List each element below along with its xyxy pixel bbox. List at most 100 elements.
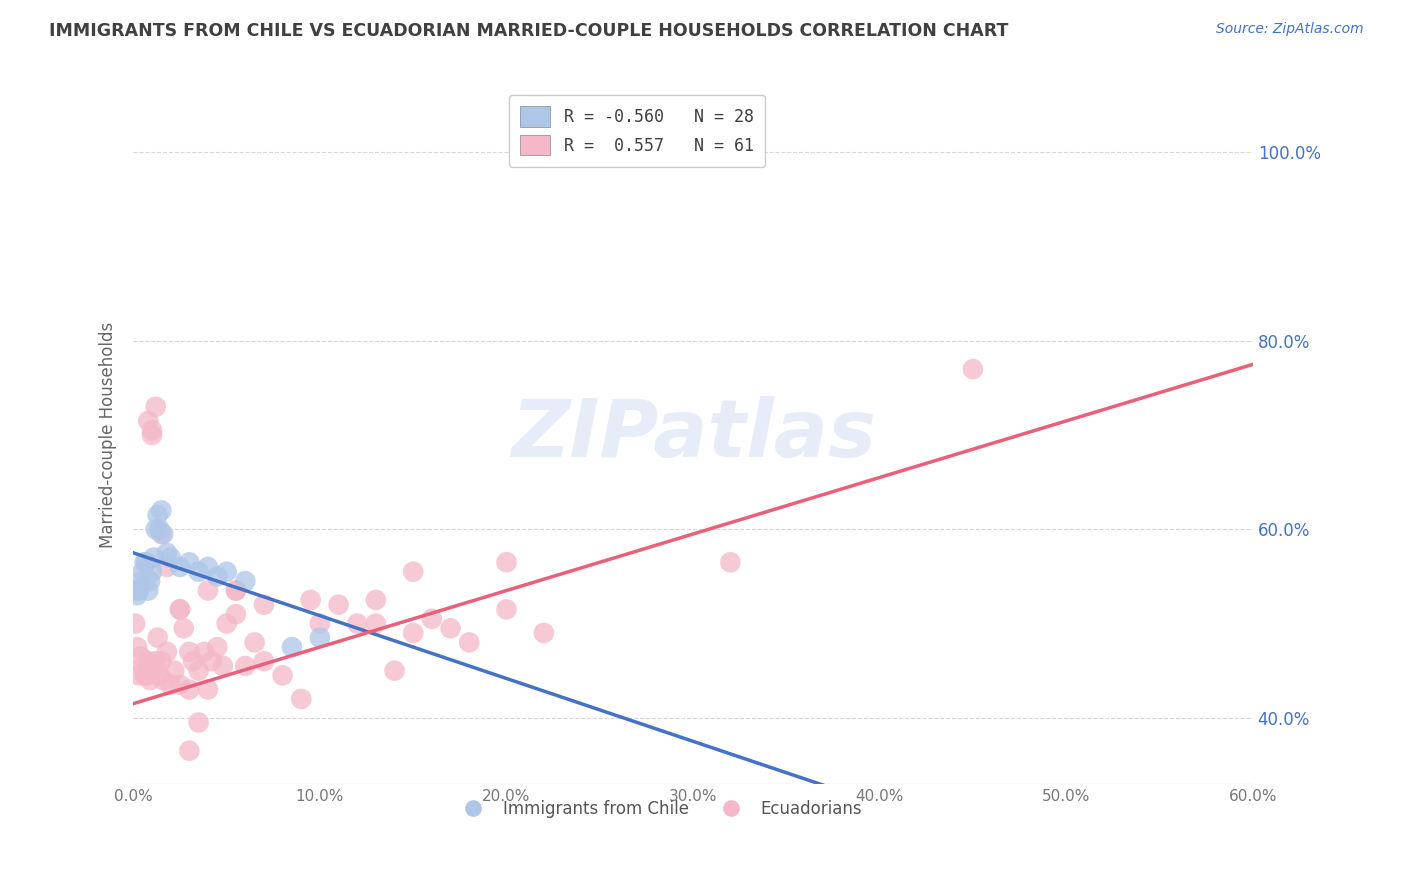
Point xyxy=(163,664,186,678)
Point xyxy=(179,645,201,659)
Point xyxy=(136,654,159,668)
Point xyxy=(420,612,443,626)
Point xyxy=(173,621,195,635)
Point xyxy=(364,593,387,607)
Point xyxy=(169,678,191,692)
Point xyxy=(179,744,201,758)
Point xyxy=(243,635,266,649)
Point xyxy=(139,574,162,588)
Point xyxy=(201,654,224,668)
Point xyxy=(207,569,229,583)
Point xyxy=(181,654,204,668)
Point xyxy=(146,508,169,523)
Point xyxy=(135,668,157,682)
Point xyxy=(718,555,741,569)
Point xyxy=(212,659,235,673)
Point xyxy=(233,574,256,588)
Point xyxy=(169,602,191,616)
Point xyxy=(141,565,163,579)
Point xyxy=(225,583,247,598)
Point xyxy=(309,616,332,631)
Point xyxy=(146,631,169,645)
Point xyxy=(187,565,209,579)
Point xyxy=(141,428,163,442)
Point xyxy=(148,668,170,682)
Point xyxy=(150,503,173,517)
Point xyxy=(136,414,159,428)
Point xyxy=(281,640,304,654)
Point xyxy=(156,560,179,574)
Point xyxy=(364,616,387,631)
Point xyxy=(215,616,238,631)
Point xyxy=(152,527,174,541)
Point xyxy=(169,602,191,616)
Point xyxy=(197,583,219,598)
Y-axis label: Married-couple Households: Married-couple Households xyxy=(100,322,117,549)
Point xyxy=(152,673,174,687)
Text: IMMIGRANTS FROM CHILE VS ECUADORIAN MARRIED-COUPLE HOUSEHOLDS CORRELATION CHART: IMMIGRANTS FROM CHILE VS ECUADORIAN MARR… xyxy=(49,22,1008,40)
Point xyxy=(495,555,517,569)
Point xyxy=(299,593,322,607)
Point xyxy=(141,664,163,678)
Point xyxy=(131,565,153,579)
Text: ZIPatlas: ZIPatlas xyxy=(510,396,876,474)
Point xyxy=(134,668,156,682)
Point xyxy=(187,664,209,678)
Point xyxy=(207,640,229,654)
Point xyxy=(156,645,179,659)
Point xyxy=(271,668,294,682)
Point xyxy=(150,527,173,541)
Point xyxy=(125,640,148,654)
Point xyxy=(124,583,146,598)
Point xyxy=(458,635,481,649)
Point xyxy=(439,621,461,635)
Point xyxy=(131,659,153,673)
Point xyxy=(129,574,152,588)
Point xyxy=(980,838,1002,852)
Point xyxy=(145,400,167,414)
Point xyxy=(125,588,148,602)
Point xyxy=(139,673,162,687)
Point xyxy=(197,682,219,697)
Point xyxy=(136,659,159,673)
Point xyxy=(225,607,247,621)
Point xyxy=(384,664,406,678)
Point xyxy=(179,682,201,697)
Point xyxy=(141,423,163,437)
Point xyxy=(128,668,150,682)
Point xyxy=(124,616,146,631)
Point xyxy=(309,631,332,645)
Point xyxy=(135,555,157,569)
Point xyxy=(129,649,152,664)
Text: Source: ZipAtlas.com: Source: ZipAtlas.com xyxy=(1216,22,1364,37)
Point xyxy=(197,560,219,574)
Point xyxy=(159,678,181,692)
Point xyxy=(328,598,350,612)
Point xyxy=(156,546,179,560)
Point xyxy=(290,692,312,706)
Point xyxy=(150,654,173,668)
Point xyxy=(142,550,165,565)
Point xyxy=(159,550,181,565)
Point xyxy=(128,583,150,598)
Point xyxy=(179,555,201,569)
Point xyxy=(193,645,215,659)
Point xyxy=(215,565,238,579)
Point xyxy=(253,654,276,668)
Point xyxy=(136,583,159,598)
Point xyxy=(253,598,276,612)
Point xyxy=(145,522,167,536)
Point xyxy=(533,626,555,640)
Point xyxy=(233,659,256,673)
Point xyxy=(402,626,425,640)
Point xyxy=(187,715,209,730)
Point xyxy=(962,362,984,376)
Legend: Immigrants from Chile, Ecuadorians: Immigrants from Chile, Ecuadorians xyxy=(450,793,869,824)
Point xyxy=(142,659,165,673)
Point xyxy=(225,583,247,598)
Point xyxy=(145,654,167,668)
Point xyxy=(148,522,170,536)
Point xyxy=(346,616,368,631)
Point xyxy=(134,555,156,569)
Point xyxy=(402,565,425,579)
